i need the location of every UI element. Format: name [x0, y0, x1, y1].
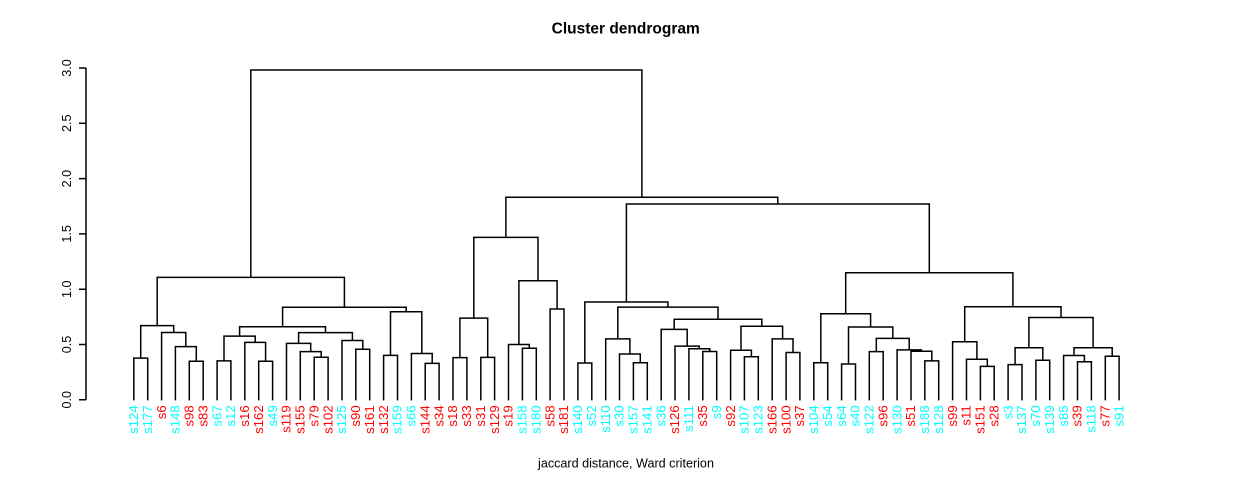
svg-text:s126: s126 — [667, 405, 682, 434]
svg-text:s67: s67 — [209, 405, 224, 426]
svg-text:s132: s132 — [376, 405, 391, 434]
svg-text:s180: s180 — [529, 405, 544, 434]
svg-text:s96: s96 — [875, 405, 890, 426]
svg-text:s30: s30 — [612, 405, 627, 426]
svg-text:s140: s140 — [570, 405, 585, 434]
svg-text:s159: s159 — [390, 405, 405, 434]
svg-text:1.5: 1.5 — [60, 225, 74, 243]
svg-text:s188: s188 — [917, 405, 932, 434]
svg-text:s33: s33 — [459, 405, 474, 426]
svg-text:s77: s77 — [1098, 405, 1113, 426]
svg-text:s64: s64 — [834, 405, 849, 426]
svg-text:s118: s118 — [1084, 405, 1099, 433]
svg-text:s177: s177 — [140, 405, 155, 434]
svg-text:s18: s18 — [445, 405, 460, 426]
svg-text:s162: s162 — [251, 405, 266, 434]
svg-text:s102: s102 — [320, 405, 335, 434]
svg-text:s31: s31 — [473, 405, 488, 426]
svg-text:s98: s98 — [182, 405, 197, 426]
svg-text:s70: s70 — [1028, 405, 1043, 426]
svg-text:s51: s51 — [903, 405, 918, 426]
svg-text:s137: s137 — [1014, 405, 1029, 434]
svg-text:s36: s36 — [653, 405, 668, 426]
svg-text:2.0: 2.0 — [60, 170, 74, 188]
svg-text:s85: s85 — [1056, 405, 1071, 426]
svg-text:s110: s110 — [598, 405, 613, 433]
svg-text:s34: s34 — [431, 405, 446, 426]
svg-text:s148: s148 — [168, 405, 183, 434]
svg-text:s79: s79 — [306, 405, 321, 426]
svg-text:s155: s155 — [293, 405, 308, 434]
svg-text:s92: s92 — [723, 405, 738, 426]
svg-text:s107: s107 — [737, 405, 752, 434]
svg-text:s100: s100 — [778, 405, 793, 434]
svg-text:s122: s122 — [862, 405, 877, 434]
svg-text:s58: s58 — [542, 405, 557, 426]
svg-text:Cluster dendrogram: Cluster dendrogram — [552, 21, 700, 38]
svg-text:s123: s123 — [751, 405, 766, 434]
svg-text:s139: s139 — [1042, 405, 1057, 434]
svg-text:s35: s35 — [695, 405, 710, 426]
svg-text:s104: s104 — [806, 405, 821, 434]
svg-text:s151: s151 — [973, 405, 988, 434]
svg-text:s6: s6 — [154, 405, 169, 419]
svg-text:s157: s157 — [626, 405, 641, 434]
svg-text:s66: s66 — [404, 405, 419, 426]
svg-text:s9: s9 — [709, 405, 724, 419]
svg-text:s161: s161 — [362, 405, 377, 434]
svg-text:s3: s3 — [1000, 405, 1015, 419]
svg-text:s40: s40 — [848, 405, 863, 426]
svg-text:s128: s128 — [931, 405, 946, 434]
svg-text:s125: s125 — [334, 405, 349, 434]
svg-text:s91: s91 — [1111, 405, 1126, 426]
svg-text:0.5: 0.5 — [60, 336, 74, 354]
svg-text:0.0: 0.0 — [60, 391, 74, 409]
svg-text:s130: s130 — [889, 405, 904, 434]
svg-text:s141: s141 — [640, 405, 655, 434]
svg-text:s90: s90 — [348, 405, 363, 426]
svg-text:s181: s181 — [556, 405, 571, 434]
svg-text:s37: s37 — [792, 405, 807, 426]
svg-text:2.5: 2.5 — [60, 115, 74, 133]
svg-text:s119: s119 — [279, 405, 294, 433]
svg-text:s52: s52 — [584, 405, 599, 426]
svg-text:jaccard distance, Ward criteri: jaccard distance, Ward criterion — [537, 457, 714, 471]
svg-text:s124: s124 — [126, 405, 141, 434]
svg-text:3.0: 3.0 — [60, 59, 74, 77]
svg-text:s158: s158 — [515, 405, 530, 434]
svg-text:s19: s19 — [501, 405, 516, 426]
svg-text:s28: s28 — [986, 405, 1001, 426]
svg-text:s129: s129 — [487, 405, 502, 434]
svg-text:s111: s111 — [681, 405, 696, 432]
svg-text:s39: s39 — [1070, 405, 1085, 426]
svg-text:s99: s99 — [945, 405, 960, 426]
svg-text:s16: s16 — [237, 405, 252, 426]
svg-text:1.0: 1.0 — [60, 280, 74, 298]
svg-text:s83: s83 — [195, 405, 210, 426]
svg-text:s49: s49 — [265, 405, 280, 426]
svg-text:s144: s144 — [417, 405, 432, 434]
svg-text:s11: s11 — [959, 405, 974, 425]
svg-text:s166: s166 — [764, 405, 779, 434]
svg-text:s54: s54 — [820, 405, 835, 426]
svg-text:s12: s12 — [223, 405, 238, 426]
